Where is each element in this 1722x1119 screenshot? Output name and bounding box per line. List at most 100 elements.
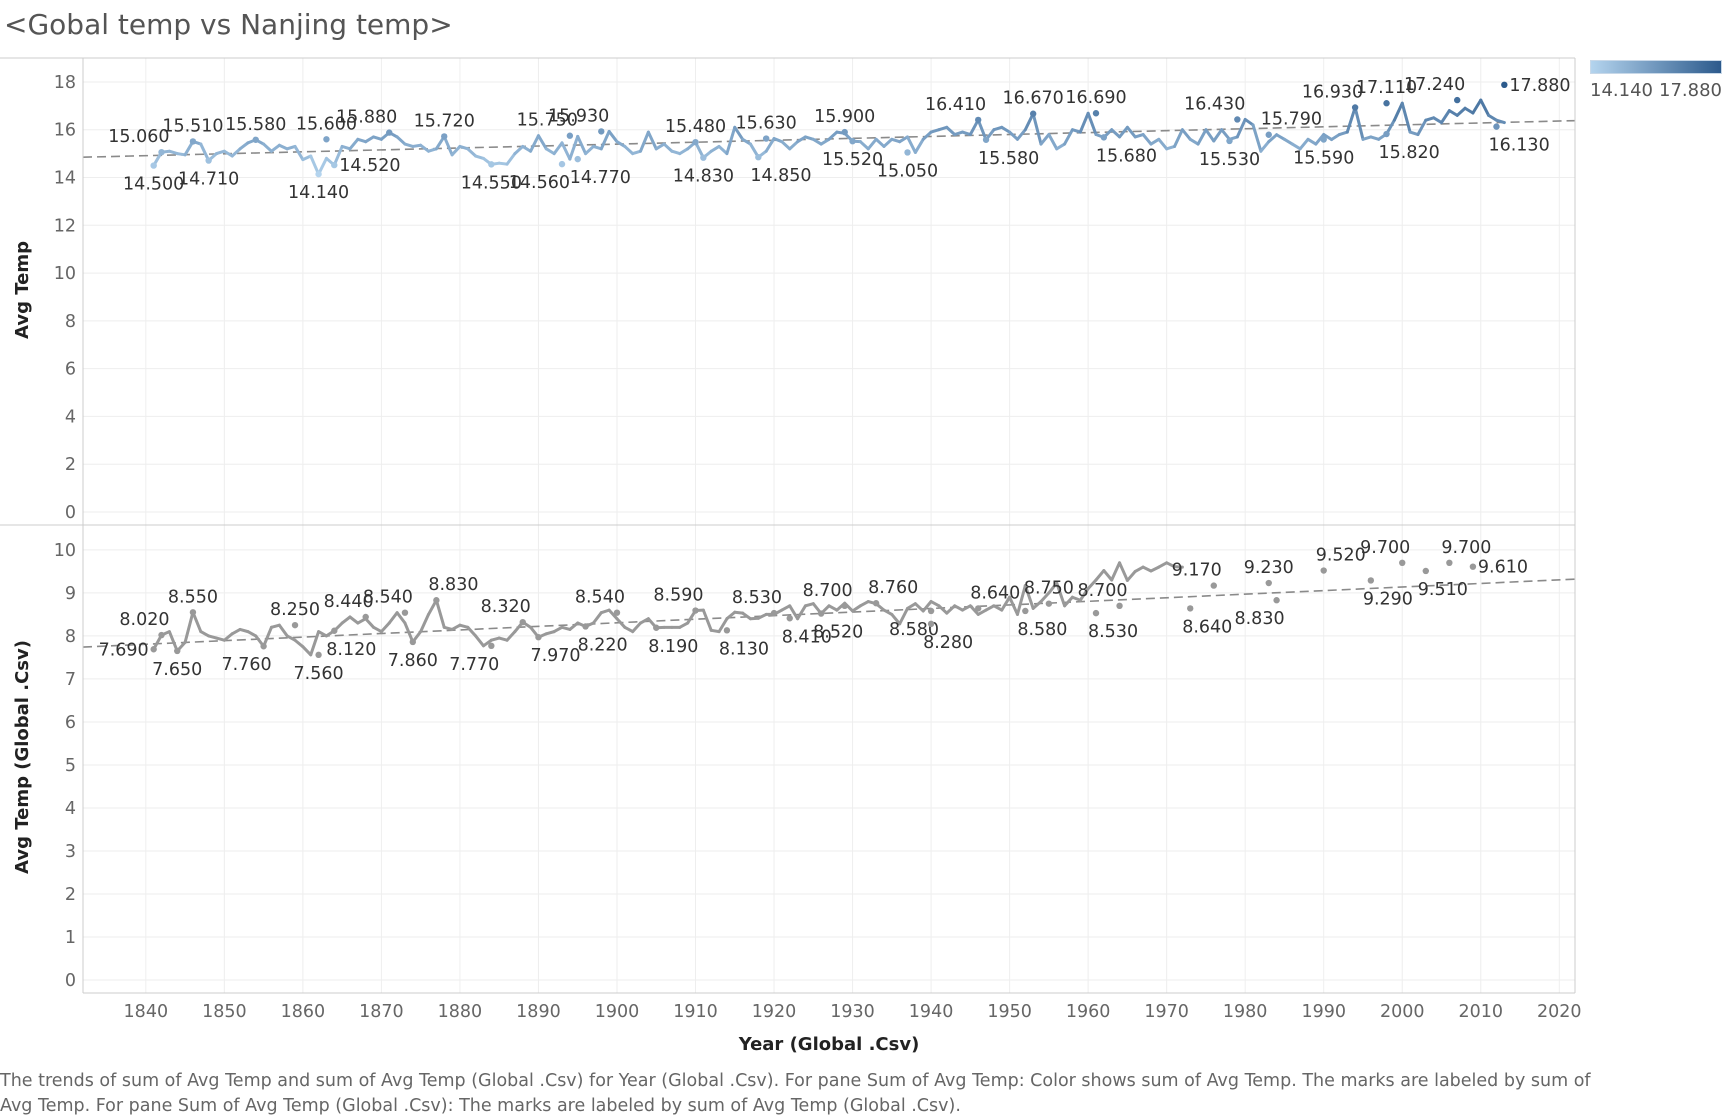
series-segment <box>913 602 925 613</box>
series-segment <box>513 144 525 156</box>
series-segment <box>1188 137 1200 146</box>
x-tick-label: 1870 <box>359 1002 404 1022</box>
data-point <box>582 623 589 630</box>
data-label: 8.750 <box>1024 579 1074 599</box>
data-point <box>1383 130 1390 138</box>
series-segment <box>1055 142 1067 151</box>
data-label: 16.690 <box>1065 88 1126 108</box>
series-segment <box>788 604 800 621</box>
trend-line <box>82 578 1576 648</box>
data-point <box>723 627 731 634</box>
data-label: 15.790 <box>1261 110 1322 130</box>
y-tick-label: 7 <box>65 670 76 690</box>
series-segment <box>701 608 713 632</box>
data-label: 7.770 <box>449 655 499 675</box>
y-tick-label: 10 <box>54 264 76 284</box>
data-label: 15.600 <box>296 114 357 134</box>
series-segment <box>269 143 281 153</box>
data-point <box>150 646 157 653</box>
series-segment <box>466 625 478 638</box>
series-segment <box>725 125 737 156</box>
series-segment <box>945 125 957 137</box>
data-label: 8.700 <box>803 581 853 601</box>
series-segment <box>827 130 839 141</box>
series-segment <box>466 147 478 158</box>
data-point <box>315 170 322 178</box>
series-segment <box>717 144 729 156</box>
y-tick-label: 6 <box>65 360 76 380</box>
data-point <box>786 615 793 622</box>
series-segment <box>1471 98 1483 115</box>
series-segment <box>1023 584 1035 610</box>
series-segment <box>1290 142 1302 151</box>
data-label: 16.930 <box>1302 83 1363 103</box>
data-label: 8.540 <box>363 588 413 608</box>
data-label: 8.530 <box>732 588 782 608</box>
series-segment <box>1086 578 1098 591</box>
series-segment <box>521 144 533 153</box>
series-segment <box>764 137 776 153</box>
x-tick-label: 1950 <box>987 1002 1032 1022</box>
data-point <box>574 155 581 163</box>
series-segment <box>1259 140 1271 153</box>
x-tick-label: 1840 <box>124 1002 169 1022</box>
pane-avg-temp-global: 0 1 2 3 4 5 6 7 8 9 10 7.690 8.020 7.650 8.550 7.760 8.2… <box>54 525 1576 993</box>
series-segment <box>866 137 878 151</box>
series-segment <box>1125 569 1137 582</box>
data-point <box>613 609 621 616</box>
series-segment <box>898 135 910 144</box>
series-segment <box>1220 128 1231 141</box>
series-segment <box>167 630 179 653</box>
data-point <box>519 618 526 626</box>
y-tick-label: 8 <box>65 312 76 332</box>
series-segment <box>238 141 250 151</box>
x-tick-label: 1860 <box>281 1002 326 1022</box>
series-segment <box>1212 128 1224 143</box>
data-point <box>291 621 299 629</box>
data-point <box>1422 567 1430 575</box>
data-label: 9.520 <box>1316 546 1366 566</box>
y-tick-label: 9 <box>65 584 76 604</box>
series-segment <box>1047 133 1059 151</box>
series-segment <box>591 611 603 625</box>
data-point <box>1273 597 1280 604</box>
series-segment <box>1173 128 1184 148</box>
series-segment <box>403 621 415 644</box>
data-point <box>1383 100 1390 107</box>
data-point <box>1501 81 1508 89</box>
data-point <box>433 597 440 604</box>
data-label: 15.930 <box>548 106 609 126</box>
data-point <box>488 642 495 650</box>
series-segment <box>568 621 580 631</box>
data-point <box>841 602 848 610</box>
data-label: 7.760 <box>222 655 272 675</box>
data-label: 14.830 <box>673 167 734 187</box>
series-segment <box>379 621 391 634</box>
series-segment <box>1463 106 1475 115</box>
series-segment <box>481 638 493 648</box>
data-point <box>1029 110 1037 117</box>
series-segment <box>230 147 242 158</box>
series-segment <box>309 630 321 657</box>
series-segment <box>1110 128 1122 139</box>
series-segment <box>1455 106 1467 117</box>
legend-min-label: 14.140 <box>1590 80 1653 101</box>
series-segment <box>340 615 352 625</box>
series-segment <box>1392 101 1404 122</box>
data-point <box>1092 110 1100 117</box>
series-segment <box>1008 595 1019 616</box>
y-tick-label: 14 <box>54 169 76 189</box>
x-tick-label: 1920 <box>752 1002 797 1022</box>
data-point <box>975 605 982 612</box>
y-tick-label: 8 <box>65 627 76 647</box>
data-label: 14.520 <box>339 156 400 176</box>
data-label: 15.480 <box>665 117 726 137</box>
series-segment <box>1055 581 1067 608</box>
data-label: 16.130 <box>1488 136 1549 156</box>
data-label: 15.050 <box>877 161 938 181</box>
series-segment <box>906 602 917 610</box>
series-segment <box>395 611 407 625</box>
data-label: 14.560 <box>509 173 570 193</box>
x-tick-label: 1890 <box>516 1002 561 1022</box>
series-segment <box>725 610 737 621</box>
